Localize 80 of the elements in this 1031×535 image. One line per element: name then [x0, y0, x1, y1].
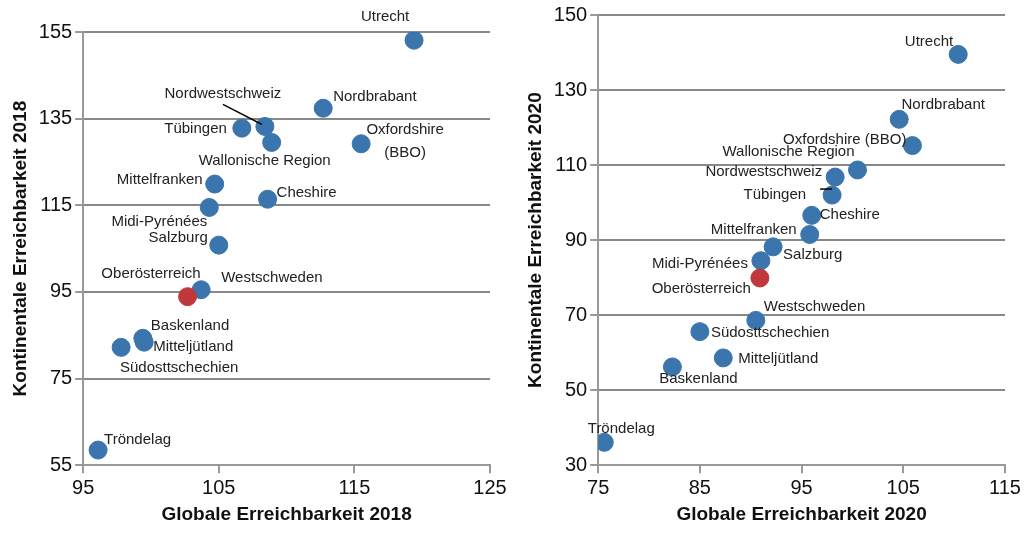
y-tick-label: 135 [38, 106, 73, 129]
point [178, 287, 198, 307]
x-tick-label: 95 [790, 475, 813, 498]
annotation: Oxfordshire (BBO) [366, 119, 444, 160]
y-tick-label: 155 [38, 19, 73, 42]
y-tick-label: 130 [553, 77, 588, 100]
y-tick-label: 70 [564, 302, 588, 325]
annotation: Nordwestschweiz [705, 162, 823, 180]
annotation: Utrecht [904, 31, 955, 49]
y-tick-label: 55 [49, 452, 73, 475]
x-axis-title: Globale Erreichbarkeit 2020 [676, 502, 927, 524]
annotation: Tübingen [164, 119, 227, 137]
point [351, 134, 371, 154]
annotation: Westschweden [763, 296, 866, 314]
y-tick-label: 90 [564, 227, 588, 250]
y-tick-label: 30 [564, 452, 588, 475]
annotation: Midi-Pyrénées [652, 253, 748, 271]
annotation: Westschweden [221, 267, 323, 285]
x-tick-label: 85 [688, 475, 711, 498]
annotation: Südosttschechien [119, 357, 239, 375]
x-tick-label: 115 [989, 475, 1021, 498]
x-tick-label: 75 [587, 475, 610, 498]
point [205, 174, 225, 194]
point [258, 189, 278, 209]
point [255, 116, 275, 136]
annotation: Mittelfranken [710, 219, 797, 237]
annotation: Cheshire [819, 205, 880, 223]
x-tick-label: 115 [338, 475, 371, 498]
y-tick-label: 50 [564, 377, 588, 400]
annotation: Tröndelag [587, 419, 655, 437]
point [800, 224, 820, 244]
annotation: Mitteljütland [738, 349, 819, 367]
y-tick-label: 150 [553, 2, 588, 25]
point [232, 118, 252, 138]
annotation: Tröndelag [104, 430, 172, 448]
x-tick-label: 95 [72, 475, 95, 498]
annotation: Midi-Pyrénées [111, 211, 208, 229]
point [889, 109, 909, 129]
x-tick-label: 125 [473, 475, 507, 498]
annotation: Mittelfranken [116, 170, 203, 188]
annotation: Südosttschechien [710, 322, 830, 340]
point [313, 98, 333, 118]
annotation: Wallonische Region [198, 150, 331, 168]
point [848, 160, 868, 180]
annotation: Utrecht [360, 7, 411, 25]
annotation: Oberösterreich [101, 263, 201, 281]
y-axis-title: Kontinentale Erreichbarkeit 2018 [8, 100, 30, 397]
annotation: Tübingen [743, 185, 807, 203]
point [713, 348, 733, 368]
point [199, 197, 219, 217]
annotation: Baskenland [659, 369, 738, 387]
y-tick-label: 75 [49, 366, 73, 389]
annotation: Nordwestschweiz [164, 83, 282, 101]
x-tick-label: 105 [886, 475, 920, 498]
annotation: Nordbrabant [333, 87, 418, 105]
annotation: Baskenland [150, 316, 230, 334]
x-axis-title: Globale Erreichbarkeit 2018 [161, 502, 412, 524]
annotation: Salzburg [783, 244, 843, 262]
y-tick-label: 95 [49, 279, 73, 302]
annotation: Salzburg [148, 228, 208, 246]
point [948, 44, 968, 64]
point [690, 322, 710, 342]
y-axis-title: Kontinentale Erreichbarkeit 2020 [523, 92, 545, 388]
annotation: Oberösterreich [651, 279, 751, 297]
point [802, 205, 822, 225]
x-tick-label: 105 [202, 475, 236, 498]
point [750, 268, 770, 288]
point [751, 251, 771, 271]
y-tick-label: 110 [555, 152, 588, 175]
point [825, 167, 845, 187]
point [404, 32, 424, 50]
point [209, 235, 229, 255]
point [822, 185, 842, 205]
point [111, 337, 131, 357]
point [262, 132, 282, 152]
annotation: Mitteljütland [153, 337, 234, 355]
annotation: Nordbrabant [901, 95, 986, 113]
y-tick-label: 115 [40, 192, 73, 215]
annotation: Cheshire [276, 183, 337, 201]
point [763, 237, 783, 257]
